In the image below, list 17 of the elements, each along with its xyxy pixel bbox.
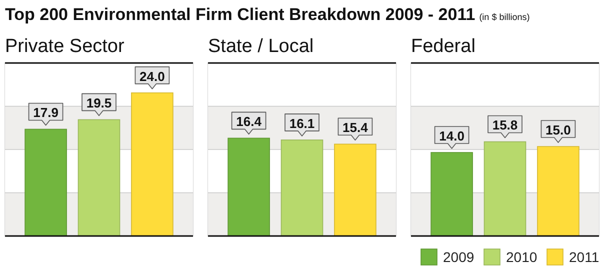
data-label: 15.4 <box>342 120 369 136</box>
chart-title: Federal <box>411 36 476 57</box>
text: Top 200 Environmental Firm Client Breakdown 2009 - 2011 <box>5 5 476 24</box>
legend-label: 2011 <box>569 249 600 265</box>
data-label: 16.1 <box>289 116 315 131</box>
text: (in $ billions) <box>479 12 530 22</box>
data-label: 17.9 <box>33 105 58 120</box>
data-label: 14.0 <box>439 128 464 144</box>
data-label: 24.0 <box>140 68 165 84</box>
chart-title: State / Local <box>208 36 314 57</box>
data-label: 15.0 <box>546 122 571 138</box>
data-label: 15.8 <box>492 118 518 133</box>
legend-label: 2010 <box>506 249 538 265</box>
chart-title: Private Sector <box>5 36 125 57</box>
data-label: 16.4 <box>236 114 262 130</box>
legend-label: 2009 <box>443 249 474 265</box>
data-label: 19.5 <box>86 96 112 111</box>
